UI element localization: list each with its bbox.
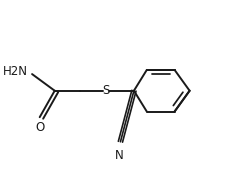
Text: H2N: H2N (3, 65, 28, 78)
Text: N: N (114, 149, 123, 162)
Text: S: S (102, 84, 109, 97)
Text: O: O (35, 121, 44, 134)
